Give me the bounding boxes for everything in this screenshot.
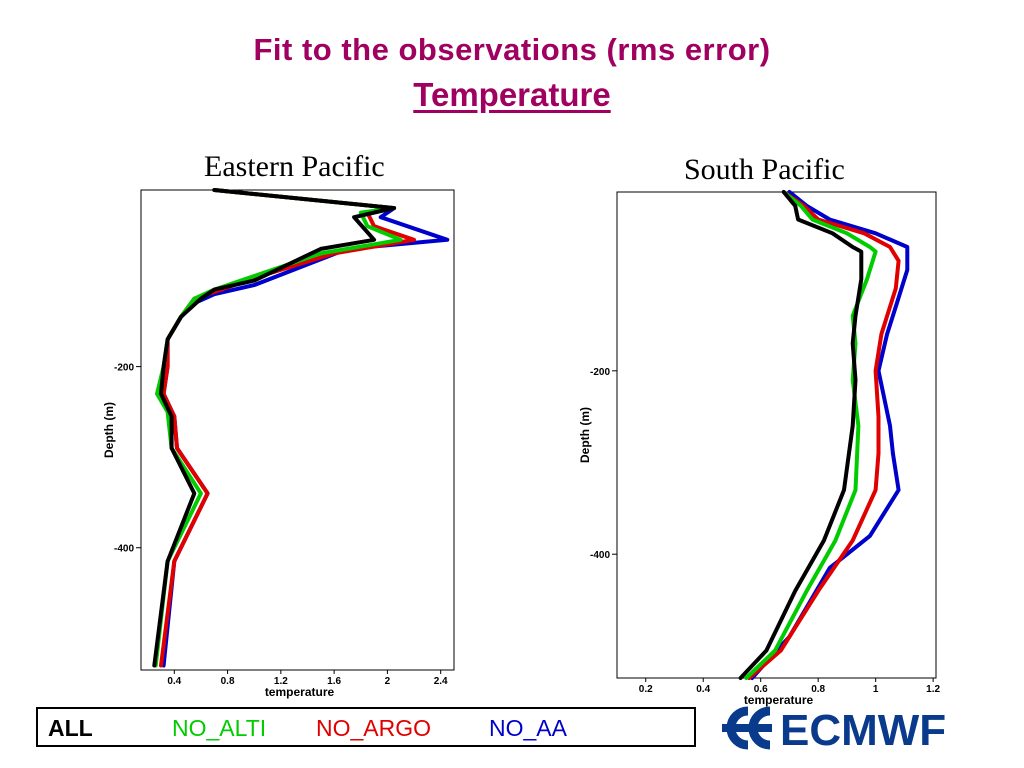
x-tick-label: 0.8 <box>221 676 235 687</box>
x-axis-label: temperature <box>744 693 814 707</box>
slide-subtitle: Temperature <box>413 76 611 113</box>
y-tick-label: -400 <box>114 544 134 555</box>
chart-title-south-pacific: South Pacific <box>684 153 845 186</box>
series-line-no-argo <box>747 190 901 680</box>
plot-frame <box>140 189 455 671</box>
series-line-all <box>152 188 397 668</box>
legend-item-all: ALL <box>48 715 93 741</box>
legend-item-no-alti: NO_ALTI <box>172 715 267 741</box>
legend-item-no-aa: NO_AA <box>489 715 567 741</box>
y-tick-label: -200 <box>590 367 610 378</box>
y-axis-label: Depth (m) <box>102 402 116 458</box>
legend-item-no-argo: NO_ARGO <box>316 715 432 741</box>
y-axis-label: Depth (m) <box>578 407 592 463</box>
legend: ALL NO_ALTI NO_ARGO NO_AA <box>36 707 696 747</box>
ecmwf-logo: ECMWF <box>722 706 946 753</box>
ecmwf-logo-text: ECMWF <box>780 706 946 753</box>
slide-title: Fit to the observations (rms error) <box>253 32 771 67</box>
x-tick-label: 0.6 <box>754 684 768 695</box>
ecmwf-logo-mark <box>722 706 772 750</box>
x-tick-label: 2.4 <box>434 676 448 687</box>
x-tick-label: 0.4 <box>167 676 181 687</box>
series-line-no-aa <box>750 190 910 680</box>
x-tick-label: 1.6 <box>327 676 341 687</box>
x-tick-label: 2 <box>385 676 391 687</box>
x-tick-label: 0.2 <box>639 684 653 695</box>
y-tick-label: -200 <box>114 363 134 374</box>
x-tick-label: 1.2 <box>926 684 940 695</box>
series-line-all <box>738 190 864 680</box>
x-tick-label: 0.4 <box>696 684 710 695</box>
y-tick-label: -400 <box>590 550 610 561</box>
plot-frame <box>616 191 937 679</box>
x-tick-label: 1 <box>873 684 879 695</box>
x-tick-label: 0.8 <box>811 684 825 695</box>
x-tick-label: 1.2 <box>274 676 288 687</box>
chart-title-eastern-pacific: Eastern Pacific <box>204 150 385 183</box>
x-axis-label: temperature <box>265 685 335 699</box>
